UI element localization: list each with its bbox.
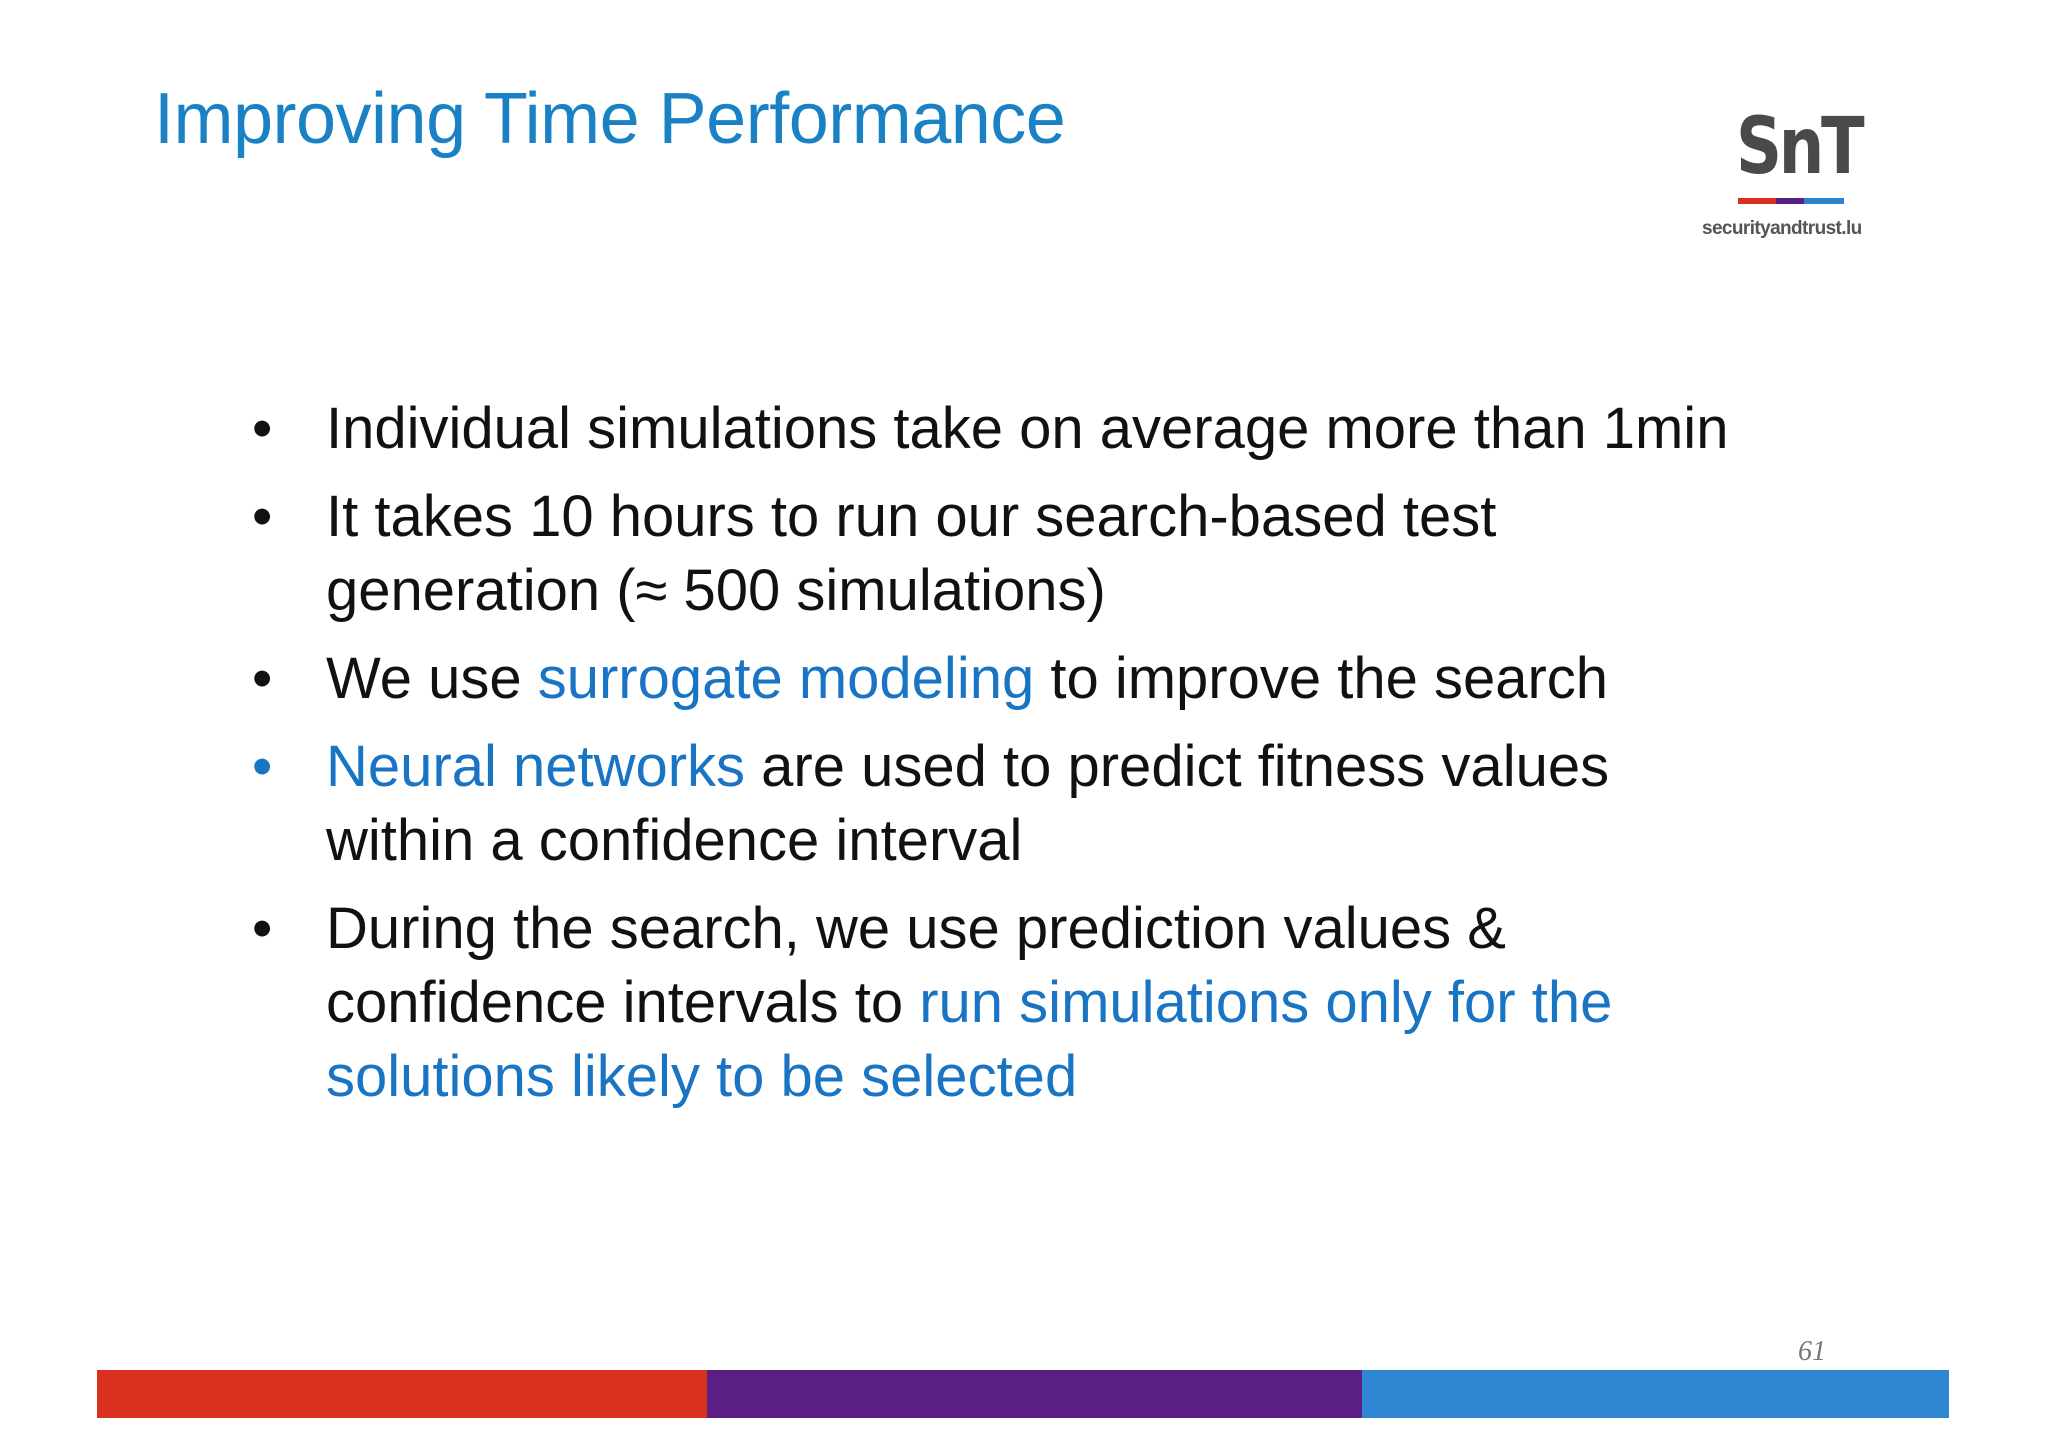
- bullet-list: • Individual simulations take on average…: [252, 392, 1732, 1128]
- footer-bar-blue: [1362, 1370, 1949, 1418]
- bullet-dot: •: [252, 396, 273, 461]
- logo-mark: SnT: [1736, 102, 1865, 192]
- footer-bar-purple: [707, 1370, 1362, 1418]
- bullet-highlight: Neural networks: [326, 734, 746, 799]
- bullet-item: • Neural networks are used to predict fi…: [252, 730, 1732, 878]
- slide-title: Improving Time Performance: [154, 79, 1066, 159]
- bullet-highlight: run simulations only for the solutions l…: [326, 970, 1613, 1109]
- bullet-item: • It takes 10 hours to run our search-ba…: [252, 480, 1732, 628]
- page-number: 61: [1798, 1336, 1826, 1367]
- bullet-dot: •: [252, 896, 273, 961]
- bullet-highlight: surrogate modeling: [537, 646, 1035, 711]
- bullet-text: to improve the search: [1034, 646, 1609, 711]
- bullet-dot: •: [252, 734, 273, 799]
- snt-logo: SnT securityandtrust.lu: [1690, 108, 1890, 248]
- bullet-dot: •: [252, 484, 273, 549]
- bullet-text: It takes 10 hours to run our search-base…: [326, 484, 1497, 623]
- logo-bar-purple: [1776, 198, 1804, 204]
- bullet-text: are used to predict fitness values withi…: [326, 734, 1610, 873]
- footer-bar-red: [97, 1370, 707, 1418]
- logo-bar-red: [1738, 198, 1776, 204]
- bullet-dot: •: [252, 646, 273, 711]
- logo-bar-blue: [1804, 198, 1844, 204]
- bullet-item: • Individual simulations take on average…: [252, 392, 1732, 466]
- bullet-text: During the search, we use prediction val…: [326, 896, 1506, 1035]
- bullet-text: We use: [326, 646, 538, 711]
- logo-subtitle: securityandtrust.lu: [1702, 218, 1862, 239]
- bullet-text: Individual simulations take on average m…: [326, 396, 1729, 461]
- bullet-item: • During the search, we use prediction v…: [252, 892, 1732, 1114]
- bullet-item: • We use surrogate modeling to improve t…: [252, 642, 1732, 716]
